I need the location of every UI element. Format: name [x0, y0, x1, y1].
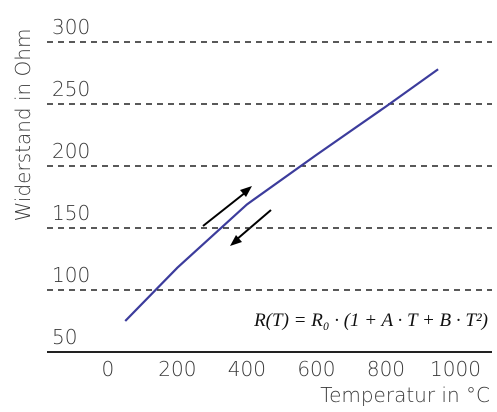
y-tick-label: 100 — [52, 263, 90, 287]
y-axis-label: Widerstand in Ohm — [11, 29, 35, 222]
x-tick-label: 400 — [228, 357, 266, 381]
y-tick-label: 150 — [52, 201, 90, 225]
x-tick-label: 0 — [101, 357, 114, 381]
y-tick-label: 50 — [52, 325, 77, 349]
line-series — [124, 68, 439, 322]
x-tick-label: 600 — [297, 357, 335, 381]
arrows — [202, 186, 272, 246]
y-tick-label: 300 — [52, 15, 90, 39]
y-tick-label: 250 — [52, 77, 90, 101]
x-tick-label: 200 — [158, 357, 196, 381]
formula: R(T) = R₀ · (1 + A · T + B · T²) — [253, 310, 488, 331]
x-tick-label: 1000 — [430, 357, 481, 381]
x-tick-label: 800 — [367, 357, 405, 381]
y-tick-label: 200 — [52, 139, 90, 163]
x-axis-label: Temperatur in °C — [320, 383, 490, 407]
